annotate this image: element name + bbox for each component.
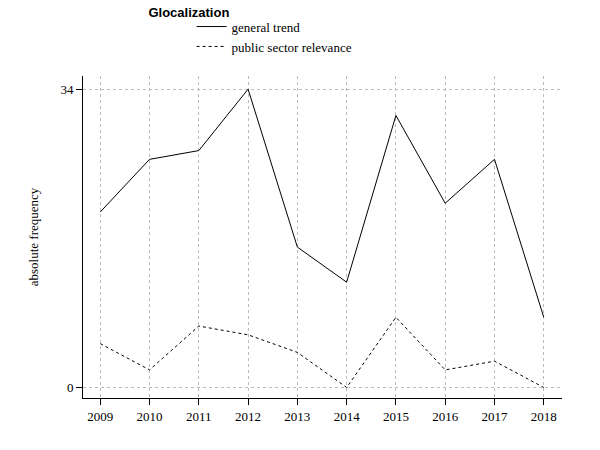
svg-text:2010: 2010 [137, 409, 163, 424]
svg-text:2014: 2014 [334, 409, 361, 424]
svg-text:absolute frequency: absolute frequency [26, 187, 41, 286]
svg-text:2016: 2016 [432, 409, 459, 424]
svg-text:2018: 2018 [531, 409, 557, 424]
svg-text:2009: 2009 [87, 409, 113, 424]
svg-text:general trend: general trend [232, 20, 301, 35]
svg-text:Glocalization: Glocalization [148, 5, 229, 20]
svg-text:public sector relevance: public sector relevance [232, 40, 352, 55]
svg-text:34: 34 [60, 82, 74, 97]
svg-text:2015: 2015 [383, 409, 409, 424]
svg-text:2017: 2017 [481, 409, 508, 424]
svg-text:2012: 2012 [235, 409, 261, 424]
svg-text:0: 0 [67, 380, 74, 395]
svg-text:2013: 2013 [284, 409, 310, 424]
svg-text:2011: 2011 [186, 409, 212, 424]
